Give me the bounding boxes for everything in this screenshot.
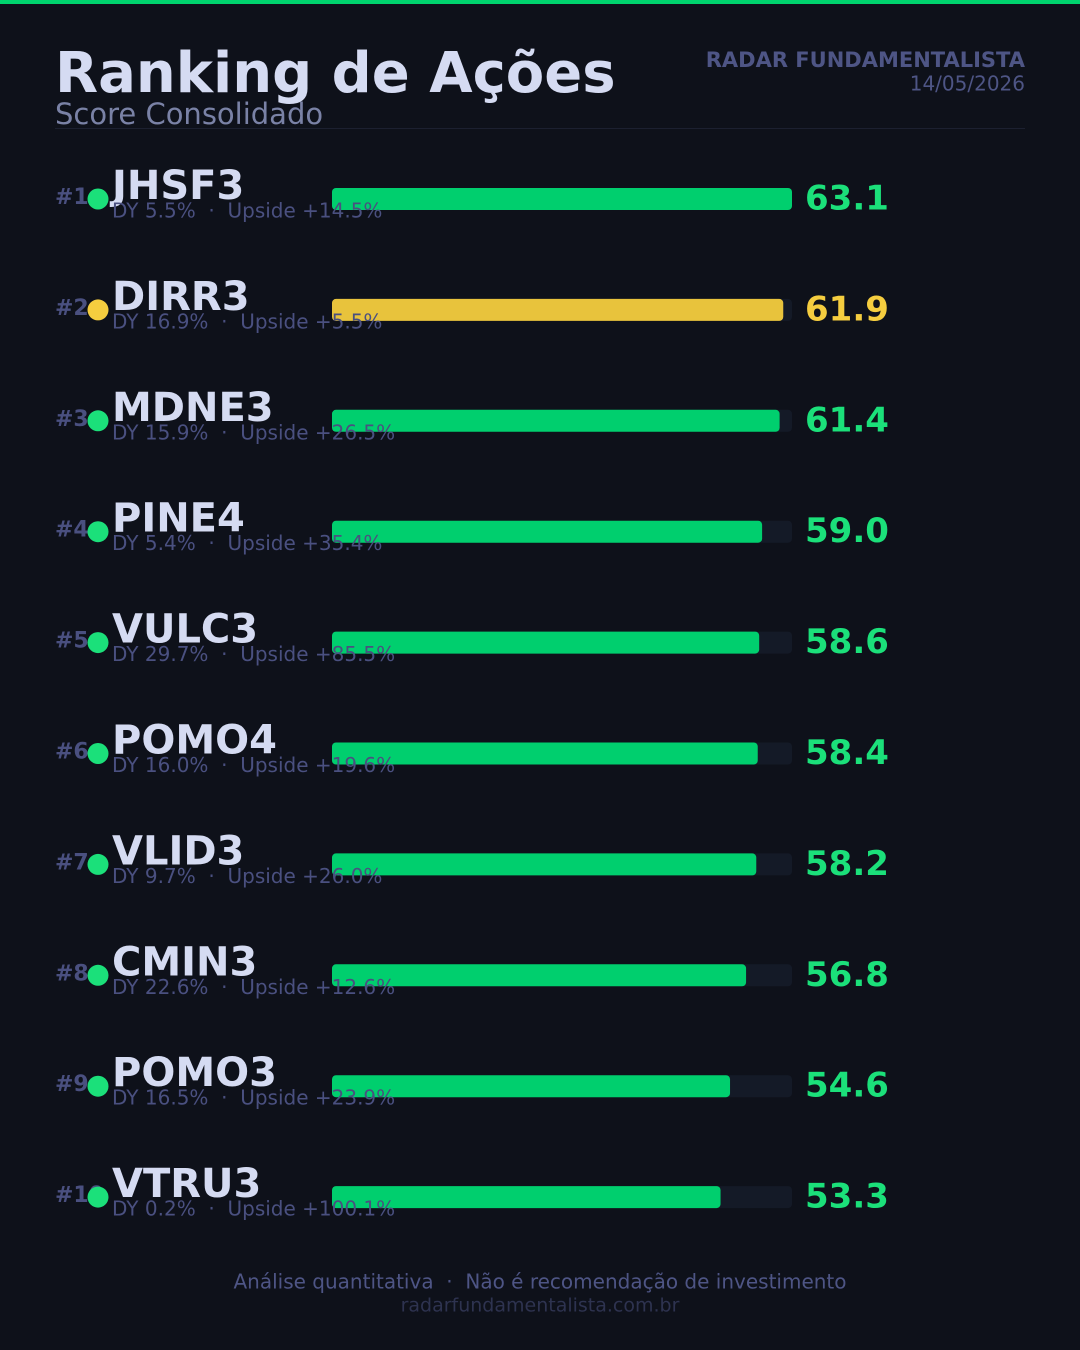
status-dot <box>87 743 109 764</box>
ticker: DIRR3 <box>112 274 250 320</box>
status-dot <box>87 853 109 875</box>
rank: #8 <box>55 961 89 986</box>
ticker: VLID3 <box>112 828 244 874</box>
value-label: 58.4 <box>805 733 889 773</box>
bar <box>332 409 780 432</box>
bar <box>332 1075 731 1098</box>
rank: #6 <box>55 740 89 765</box>
website: radarfundamentalista.com.br <box>401 1295 680 1317</box>
bar <box>332 520 763 543</box>
ticker: POMO3 <box>112 1050 277 1096</box>
footer: Análise quantitativa · Não é recomendaçã… <box>233 1270 846 1294</box>
value-label: 61.4 <box>805 400 889 440</box>
rank: #2 <box>55 296 89 321</box>
brand: RADAR FUNDAMENTALISTA <box>706 48 1026 72</box>
bar <box>332 631 760 654</box>
bar <box>332 964 747 987</box>
value-label: 58.6 <box>805 622 889 662</box>
details: DY 5.5% · Upside +14.5% <box>112 199 382 223</box>
details: DY 5.4% · Upside +35.4% <box>112 531 382 555</box>
ticker: POMO4 <box>112 718 277 764</box>
value-label: 54.6 <box>805 1066 889 1106</box>
status-dot <box>87 1075 109 1097</box>
rank: #1 <box>55 185 89 210</box>
details: DY 0.2% · Upside +100.1% <box>112 1197 395 1221</box>
status-dot <box>87 410 109 432</box>
details: DY 16.0% · Upside +19.6% <box>112 753 395 777</box>
ticker: CMIN3 <box>112 939 257 985</box>
status-dot <box>87 632 109 654</box>
details: DY 16.9% · Upside +5.5% <box>112 309 382 333</box>
bar <box>332 188 792 210</box>
rank: #5 <box>55 629 89 654</box>
chart-subtitle: Score Consolidado <box>55 97 323 131</box>
ticker: PINE4 <box>112 496 245 542</box>
value-label: 61.9 <box>805 289 889 329</box>
status-dot <box>87 188 109 210</box>
status-dot <box>87 521 109 543</box>
ticker: JHSF3 <box>109 163 244 209</box>
status-dot <box>87 299 109 321</box>
ticker: VTRU3 <box>112 1161 261 1207</box>
rank: #9 <box>55 1072 89 1097</box>
date: 14/05/2026 <box>910 72 1025 96</box>
bar <box>332 1186 721 1209</box>
bar <box>332 853 757 876</box>
value-label: 56.8 <box>805 955 889 995</box>
details: DY 22.6% · Upside +12.6% <box>112 975 395 999</box>
ticker: MDNE3 <box>112 385 274 431</box>
details: DY 29.7% · Upside +85.5% <box>112 642 395 666</box>
value-label: 59.0 <box>805 511 889 551</box>
details: DY 9.7% · Upside +26.0% <box>112 864 382 888</box>
details: DY 15.9% · Upside +26.5% <box>112 420 395 444</box>
bar <box>332 298 784 321</box>
bar <box>332 742 758 765</box>
status-dot <box>87 1186 109 1208</box>
chart-title: Ranking de Ações <box>55 41 616 106</box>
value-label: 58.2 <box>805 844 889 884</box>
value-label: 53.3 <box>805 1177 889 1217</box>
value-label: 63.1 <box>805 179 889 219</box>
details: DY 16.5% · Upside +23.9% <box>112 1086 395 1110</box>
status-dot <box>87 964 109 986</box>
top-accent <box>0 0 1080 4</box>
rank: #4 <box>55 518 89 543</box>
rank: #3 <box>55 407 89 432</box>
ticker: VULC3 <box>112 607 258 653</box>
rank: #7 <box>55 850 89 875</box>
